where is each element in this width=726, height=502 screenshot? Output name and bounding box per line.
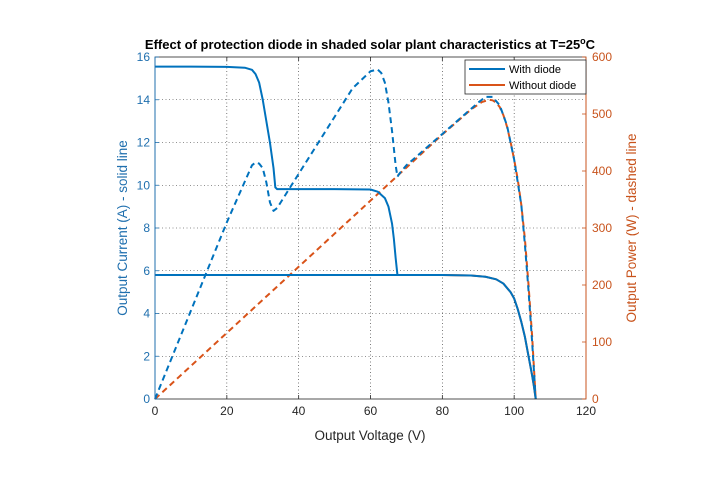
series-line-with-diode-current	[155, 65, 399, 276]
left-tick-label: 2	[143, 349, 150, 363]
legend-label-with-diode: With diode	[509, 64, 561, 76]
left-axis-ticks: 0 2 4 6 8 10 12 14 16	[137, 50, 159, 406]
legend-label-without-diode: Without diode	[509, 80, 576, 92]
right-tick-label: 500	[592, 107, 612, 121]
x-tick-label: 100	[504, 404, 524, 418]
left-tick-label: 16	[137, 50, 151, 64]
x-tick-label: 20	[220, 404, 234, 418]
left-tick-label: 6	[143, 264, 150, 278]
right-tick-label: 400	[592, 164, 612, 178]
left-tick-label: 14	[137, 93, 151, 107]
right-tick-label: 300	[592, 221, 612, 235]
left-tick-label: 8	[143, 221, 150, 235]
left-axis-label: Output Current (A) - solid line	[115, 140, 130, 316]
x-tick-label: 0	[152, 404, 159, 418]
right-tick-label: 200	[592, 278, 612, 292]
left-tick-label: 4	[143, 307, 150, 321]
series-line-without-diode-power	[154, 98, 537, 400]
left-tick-label: 10	[137, 178, 151, 192]
right-axis-label: Output Power (W) - dashed line	[624, 133, 639, 322]
x-tick-label: 80	[436, 404, 450, 418]
series-line-with-diode-power	[154, 68, 537, 400]
x-tick-label: 60	[364, 404, 378, 418]
x-axis-label: Output Voltage (V)	[314, 428, 425, 443]
left-tick-label: 0	[143, 392, 150, 406]
x-axis-ticks: 0 20 40 60 80 100 120	[152, 57, 596, 418]
legend-box	[464, 59, 587, 95]
x-tick-label: 120	[576, 404, 596, 418]
left-tick-label: 12	[137, 136, 151, 150]
right-axis-ticks: 0 100 200 300 400 500 600	[582, 50, 612, 406]
grid-lines	[155, 57, 586, 399]
chart-title: Effect of protection diode in shaded sol…	[145, 36, 596, 52]
right-tick-label: 600	[592, 50, 612, 64]
series-layer	[154, 65, 537, 400]
x-tick-label: 40	[292, 404, 306, 418]
right-tick-label: 0	[592, 392, 599, 406]
series-line-with-diode-current	[155, 274, 537, 400]
right-tick-label: 100	[592, 335, 612, 349]
legend: With diode Without diode	[464, 59, 587, 95]
